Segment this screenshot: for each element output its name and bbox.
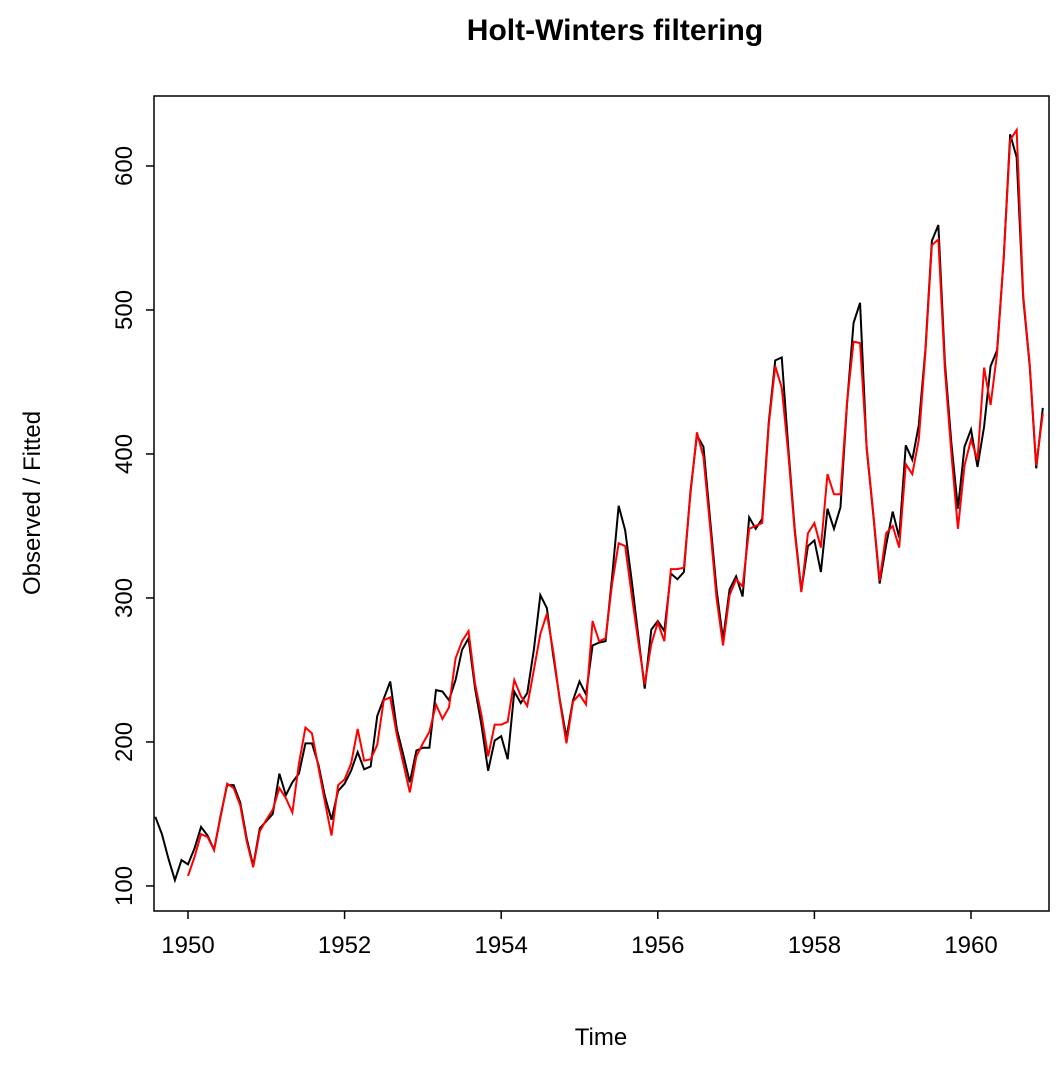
x-tick-label: 1958: [788, 932, 841, 959]
y-axis-title: Observed / Fitted: [19, 411, 46, 595]
x-tick-label: 1960: [944, 932, 997, 959]
x-tick-label: 1952: [318, 932, 371, 959]
chart-title: Holt-Winters filtering: [467, 14, 763, 47]
y-tick-label: 500: [111, 290, 138, 330]
x-tick-label: 1950: [161, 932, 214, 959]
y-tick-label: 100: [111, 866, 138, 906]
series-line: [187, 126, 1044, 877]
x-tick-label: 1956: [631, 932, 684, 959]
x-tick-label: 1954: [474, 932, 527, 959]
y-tick-label: 200: [111, 722, 138, 762]
x-axis-title: Time: [575, 1024, 627, 1051]
y-tick-label: 400: [111, 434, 138, 474]
plot-frame: [153, 95, 1050, 912]
y-tick-label: 300: [111, 578, 138, 618]
series-line: [154, 134, 1044, 884]
y-tick-label: 600: [111, 146, 138, 186]
